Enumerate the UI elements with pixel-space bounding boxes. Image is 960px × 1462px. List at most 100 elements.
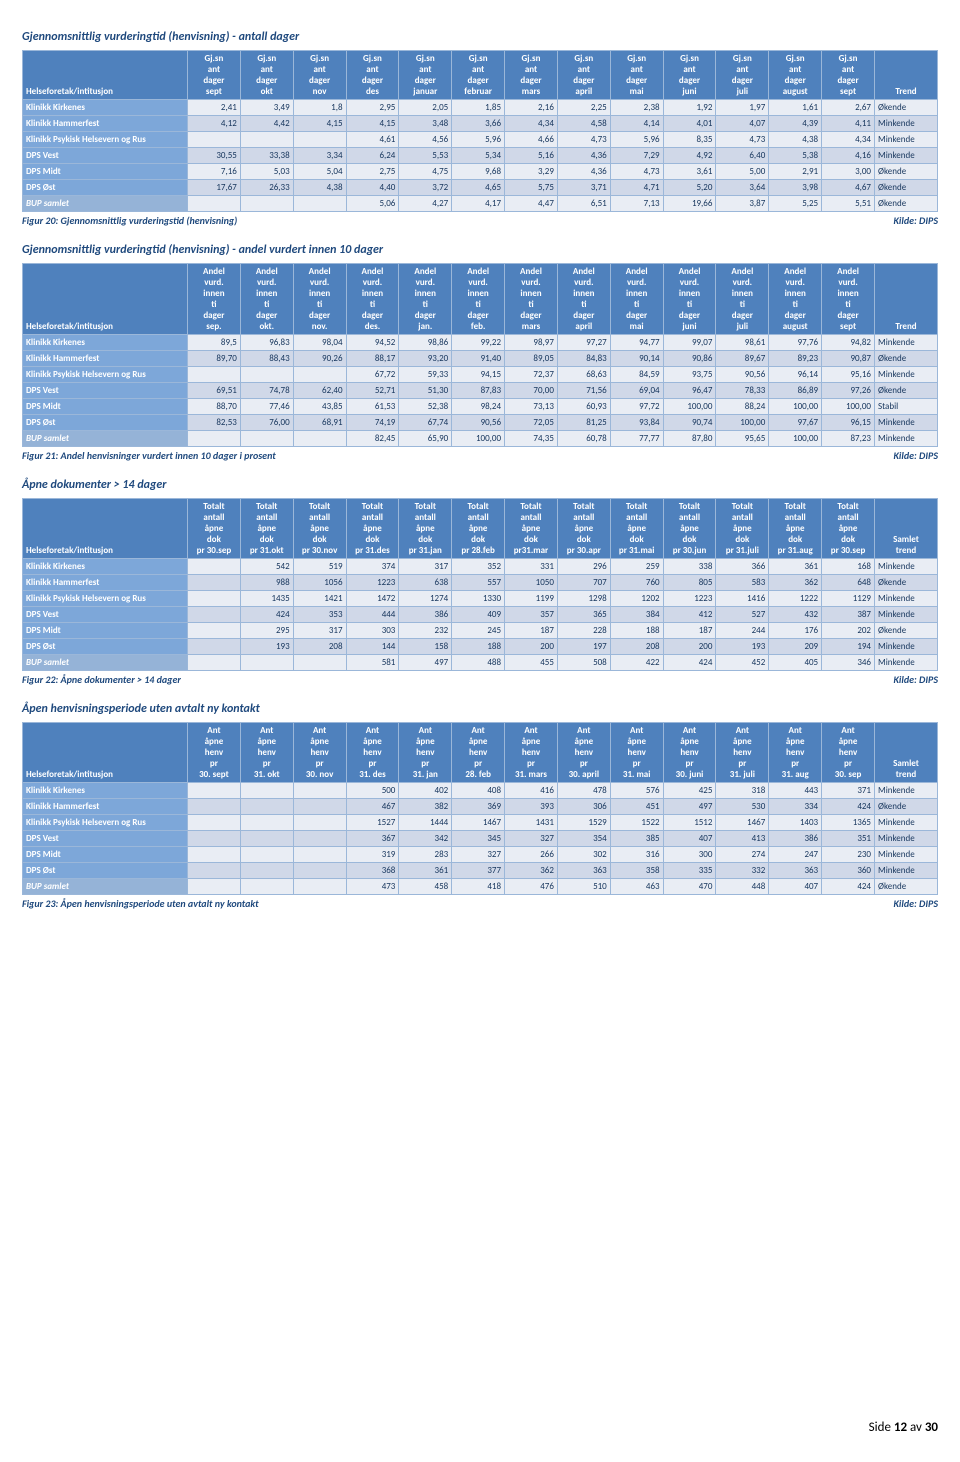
- data-cell: 444: [346, 607, 399, 623]
- data-cell: 4,15: [346, 116, 399, 132]
- data-cell: 361: [769, 559, 822, 575]
- col-header-month: Totaltantallåpnedokpr 28.feb: [452, 499, 505, 559]
- data-cell: [188, 623, 241, 639]
- data-cell: 89,05: [505, 351, 558, 367]
- data-cell: [188, 799, 241, 815]
- data-cell: 98,24: [452, 399, 505, 415]
- data-cell: [188, 132, 241, 148]
- col-header-month: Totaltantallåpnedokpr 30.apr: [557, 499, 610, 559]
- data-cell: 200: [663, 639, 716, 655]
- data-cell: 77,46: [240, 399, 293, 415]
- col-header-month: Totaltantallåpnedokpr 30.sep: [822, 499, 875, 559]
- data-cell: 1444: [399, 815, 452, 831]
- data-cell: [240, 799, 293, 815]
- data-cell: 357: [505, 607, 558, 623]
- data-cell: 1,61: [769, 100, 822, 116]
- data-cell: 4,73: [610, 164, 663, 180]
- row-label: BUP samlet: [23, 879, 188, 895]
- section-title: Gjennomsnittlig vurderingtid (henvisning…: [22, 243, 938, 257]
- data-cell: 557: [452, 575, 505, 591]
- col-header-month: Gj.snantdagermai: [610, 51, 663, 100]
- col-header-month: Totaltantallåpnedokpr 31.mai: [610, 499, 663, 559]
- data-cell: 316: [610, 847, 663, 863]
- col-header-month: Andelvurd.innentidagermai: [610, 264, 663, 335]
- table-row: DPS Vest42435344438640935736538441252743…: [23, 607, 938, 623]
- data-cell: 302: [557, 847, 610, 863]
- data-cell: 19,66: [663, 196, 716, 212]
- col-header-month: Gj.snantdagerokt: [240, 51, 293, 100]
- data-cell: 100,00: [822, 399, 875, 415]
- col-header-trend: Samlettrend: [875, 499, 938, 559]
- row-label: DPS Vest: [23, 383, 188, 399]
- data-cell: 416: [505, 783, 558, 799]
- col-header-month: Andelvurd.innentidagerjuli: [716, 264, 769, 335]
- data-cell: 70,00: [505, 383, 558, 399]
- report-page: Gjennomsnittlig vurderingtid (henvisning…: [22, 30, 938, 910]
- data-cell: 72,05: [505, 415, 558, 431]
- data-cell: 458: [399, 879, 452, 895]
- row-label: DPS Midt: [23, 399, 188, 415]
- col-header-entity: Helseforetak/intitusjon: [23, 264, 188, 335]
- data-cell: [240, 132, 293, 148]
- col-header-month: Totaltantallåpnedokpr 31.jan: [399, 499, 452, 559]
- data-cell: 99,22: [452, 335, 505, 351]
- data-cell: 100,00: [769, 431, 822, 447]
- data-cell: [188, 783, 241, 799]
- data-cell: 3,00: [822, 164, 875, 180]
- table-row: BUP samlet5,064,274,174,476,517,1319,663…: [23, 196, 938, 212]
- row-label: Klinikk Kirkenes: [23, 335, 188, 351]
- data-cell: 94,52: [346, 335, 399, 351]
- data-cell: 87,23: [822, 431, 875, 447]
- data-cell: 648: [822, 575, 875, 591]
- data-cell: 93,20: [399, 351, 452, 367]
- data-cell: 988: [240, 575, 293, 591]
- data-cell: 354: [557, 831, 610, 847]
- data-cell: 90,26: [293, 351, 346, 367]
- row-label: DPS Øst: [23, 180, 188, 196]
- trend-cell: Minkende: [875, 655, 938, 671]
- data-cell: 327: [505, 831, 558, 847]
- data-cell: 519: [293, 559, 346, 575]
- data-cell: [240, 783, 293, 799]
- table-row: DPS Midt88,7077,4643,8561,5352,3898,2473…: [23, 399, 938, 415]
- figure-caption: Figur 21: Andel henvisninger vurdert inn…: [22, 449, 276, 462]
- data-cell: 363: [769, 863, 822, 879]
- col-header-month: Antåpnehenvpr30. april: [557, 723, 610, 783]
- data-cell: 470: [663, 879, 716, 895]
- data-cell: 43,85: [293, 399, 346, 415]
- data-cell: 4,73: [557, 132, 610, 148]
- data-cell: 90,87: [822, 351, 875, 367]
- col-header-month: Totaltantallåpnedokpr 31.aug: [769, 499, 822, 559]
- data-cell: 3,64: [716, 180, 769, 196]
- data-cell: [293, 196, 346, 212]
- section-title: Åpne dokumenter > 14 dager: [22, 478, 938, 492]
- data-cell: 94,15: [452, 367, 505, 383]
- data-cell: [293, 847, 346, 863]
- data-cell: [188, 196, 241, 212]
- data-cell: [188, 655, 241, 671]
- col-header-month: Gj.snantdagersept: [188, 51, 241, 100]
- data-cell: 188: [452, 639, 505, 655]
- data-cell: 331: [505, 559, 558, 575]
- table-row: Klinikk Psykisk Helsevern og Rus14351421…: [23, 591, 938, 607]
- data-cell: 1472: [346, 591, 399, 607]
- table-row: DPS Vest30,5533,383,346,245,535,345,164,…: [23, 148, 938, 164]
- data-cell: 1512: [663, 815, 716, 831]
- col-header-month: Gj.snantdagernov: [293, 51, 346, 100]
- data-cell: 707: [557, 575, 610, 591]
- col-header-month: Andelvurd.innentidagernov.: [293, 264, 346, 335]
- data-cell: 319: [346, 847, 399, 863]
- data-cell: 52,38: [399, 399, 452, 415]
- data-cell: [293, 367, 346, 383]
- data-cell: 4,15: [293, 116, 346, 132]
- col-header-month: Gj.snantdagerjanuar: [399, 51, 452, 100]
- data-cell: [293, 799, 346, 815]
- row-label: Klinikk Psykisk Helsevern og Rus: [23, 591, 188, 607]
- data-cell: 5,20: [663, 180, 716, 196]
- data-cell: 93,75: [663, 367, 716, 383]
- data-cell: 351: [822, 831, 875, 847]
- data-cell: 345: [452, 831, 505, 847]
- trend-cell: Minkende: [875, 831, 938, 847]
- data-cell: 283: [399, 847, 452, 863]
- data-cell: 5,00: [716, 164, 769, 180]
